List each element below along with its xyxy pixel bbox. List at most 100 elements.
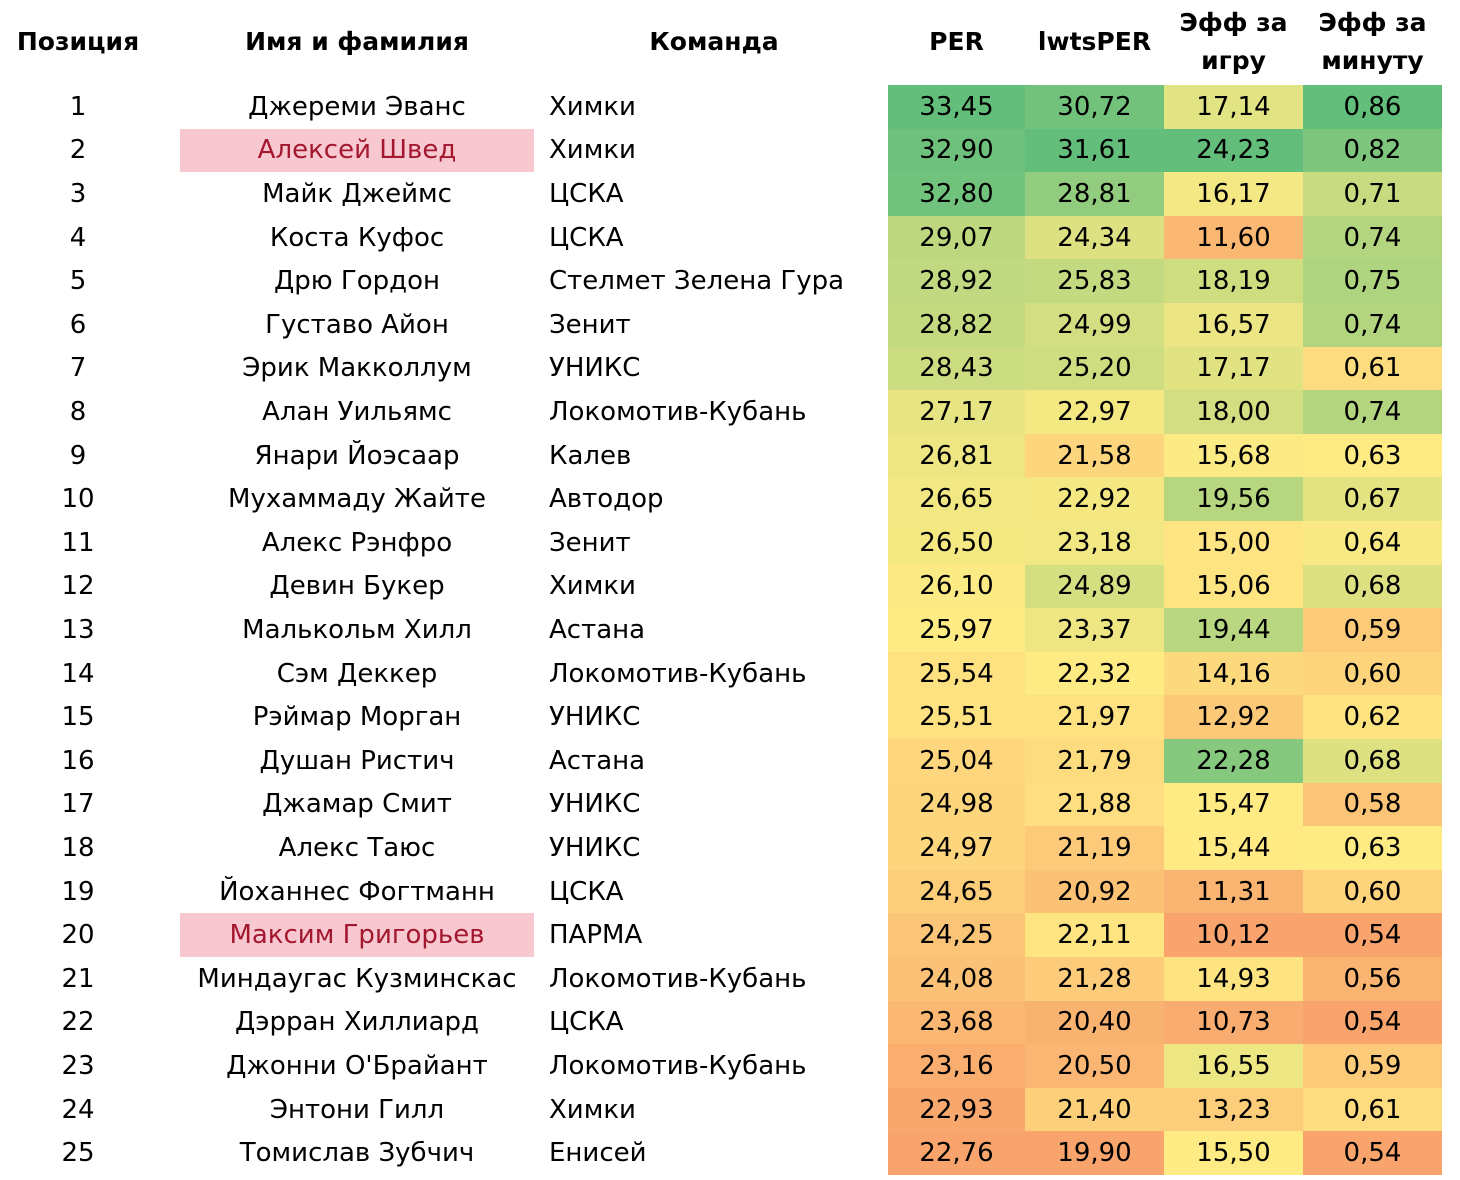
table-row: 1 Джереми Эванс Химки 33,45 30,72 17,14 0,86 — [0, 85, 1460, 129]
table-row: 12 Девин Букер Химки 26,10 24,89 15,06 0,68 — [0, 564, 1460, 609]
table-row: 6 Густаво Айон Зенит 28,82 24,99 16,57 0,74 — [0, 303, 1460, 347]
position-cell: 4 — [69, 222, 87, 253]
player-name: Энтони Гилл — [269, 1094, 445, 1125]
lwtsper-value: 23,18 — [1025, 521, 1164, 565]
position-cell: 15 — [61, 702, 95, 733]
player-name: Дэрран Хиллиард — [234, 1007, 480, 1038]
eff-per-minute-value: 0,54 — [1303, 1000, 1442, 1045]
eff-per-minute-value: 0,68 — [1303, 739, 1442, 783]
per-value: 27,17 — [888, 390, 1025, 434]
eff-per-game-value: 10,73 — [1164, 1000, 1303, 1045]
per-value: 28,82 — [888, 303, 1025, 347]
table-row: 16 Душан Ристич Астана 25,04 21,79 22,28 0,68 — [0, 739, 1460, 783]
per-value: 26,81 — [888, 433, 1025, 478]
table-row: 24 Энтони Гилл Химки 22,93 21,40 13,23 0,61 — [0, 1087, 1460, 1132]
player-name: Душан Ристич — [259, 745, 455, 776]
table-row: 2 Алексей Швед Химки 32,90 31,61 24,23 0,82 — [0, 128, 1460, 173]
per-value: 25,51 — [888, 695, 1025, 739]
lwtsper-value: 21,28 — [1025, 957, 1164, 1001]
team-name: Химки — [549, 571, 636, 602]
team-name: ЦСКА — [549, 178, 624, 209]
eff-per-minute-value: 0,56 — [1303, 957, 1442, 1001]
team-name: Зенит — [549, 309, 631, 340]
header-per: PER — [929, 27, 984, 56]
eff-per-game-value: 17,17 — [1164, 346, 1303, 391]
team-name: ЦСКА — [549, 1007, 624, 1038]
eff-per-minute-value: 0,82 — [1303, 128, 1442, 173]
position-cell: 7 — [69, 353, 87, 384]
position-cell: 5 — [69, 266, 87, 297]
eff-per-minute-value: 0,74 — [1303, 303, 1442, 347]
position-cell: 8 — [69, 396, 87, 427]
table-row: 5 Дрю Гордон Стелмет Зелена Гура 28,92 25,83… — [0, 259, 1460, 303]
per-value: 28,92 — [888, 259, 1025, 303]
per-value: 25,97 — [888, 608, 1025, 652]
position-cell: 22 — [61, 1007, 95, 1038]
lwtsper-value: 28,81 — [1025, 172, 1164, 216]
eff-per-minute-value: 0,68 — [1303, 564, 1442, 609]
lwtsper-value: 21,88 — [1025, 782, 1164, 827]
table-row: 23 Джонни О'Брайант Локомотив-Кубань 23,16 2… — [0, 1044, 1460, 1088]
header-position: Позиция — [16, 27, 140, 56]
position-cell: 6 — [69, 309, 87, 340]
position-cell: 24 — [61, 1094, 95, 1125]
player-name: Максим Григорьев — [180, 913, 534, 957]
player-name: Девин Букер — [269, 571, 445, 602]
eff-per-game-value: 15,47 — [1164, 782, 1303, 827]
per-value: 32,80 — [888, 172, 1025, 216]
player-name: Джонни О'Брайант — [226, 1050, 488, 1081]
player-name: Коста Куфос — [269, 222, 445, 253]
team-name: УНИКС — [549, 353, 641, 384]
player-name: Джереми Эванс — [248, 91, 466, 122]
eff-per-minute-value: 0,61 — [1303, 1087, 1442, 1132]
eff-per-game-value: 15,50 — [1164, 1131, 1303, 1175]
eff-per-minute-value: 0,59 — [1303, 608, 1442, 652]
player-name: Майк Джеймс — [262, 178, 452, 209]
eff-per-game-value: 19,44 — [1164, 608, 1303, 652]
header-lwtsper: lwtsPER — [1037, 27, 1152, 56]
position-cell: 23 — [61, 1050, 95, 1081]
table-row: 25 Томислав Зубчич Енисей 22,76 19,90 15,50 0,… — [0, 1131, 1460, 1175]
lwtsper-value: 22,32 — [1025, 651, 1164, 696]
table-row: 17 Джамар Смит УНИКС 24,98 21,88 15,47 0,58 — [0, 782, 1460, 827]
lwtsper-value: 20,92 — [1025, 869, 1164, 914]
per-value: 24,65 — [888, 869, 1025, 914]
eff-per-game-value: 18,00 — [1164, 390, 1303, 434]
table-row: 11 Алекс Рэнфро Зенит 26,50 23,18 15,00 0,64 — [0, 521, 1460, 565]
table-row: 10 Мухаммаду Жайте Автодор 26,65 22,92 19,56 0… — [0, 477, 1460, 521]
table-row: 21 Миндаугас Кузминскас Локомотив-Кубань 24… — [0, 957, 1460, 1001]
eff-per-minute-value: 0,86 — [1303, 85, 1442, 129]
eff-per-game-value: 17,14 — [1164, 85, 1303, 129]
table-row: 7 Эрик Макколлум УНИКС 28,43 25,20 17,17 0,61 — [0, 346, 1460, 391]
per-value: 33,45 — [888, 85, 1025, 129]
eff-per-minute-value: 0,58 — [1303, 782, 1442, 827]
player-name: Алан Уильямс — [262, 396, 452, 427]
eff-per-minute-value: 0,67 — [1303, 477, 1442, 521]
per-value: 28,43 — [888, 346, 1025, 391]
eff-per-game-value: 14,93 — [1164, 957, 1303, 1001]
player-name: Рэймар Морган — [252, 702, 462, 733]
eff-per-game-value: 15,68 — [1164, 433, 1303, 478]
lwtsper-value: 24,99 — [1025, 303, 1164, 347]
table-row: 3 Майк Джеймс ЦСКА 32,80 28,81 16,17 0,71 — [0, 172, 1460, 216]
player-name: Миндаугас Кузминскас — [197, 963, 517, 994]
eff-per-game-value: 15,06 — [1164, 564, 1303, 609]
lwtsper-value: 24,89 — [1025, 564, 1164, 609]
per-value: 24,08 — [888, 957, 1025, 1001]
player-name: Мухаммаду Жайте — [228, 484, 486, 515]
player-name: Алекс Рэнфро — [261, 527, 453, 558]
eff-per-game-value: 10,12 — [1164, 913, 1303, 957]
team-name: Автодор — [549, 484, 664, 515]
eff-per-game-value: 16,55 — [1164, 1044, 1303, 1088]
per-value: 22,93 — [888, 1087, 1025, 1132]
eff-per-game-value: 22,28 — [1164, 739, 1303, 783]
eff-per-game-value: 16,17 — [1164, 172, 1303, 216]
table-row: 18 Алекс Таюс УНИКС 24,97 21,19 15,44 0,63 — [0, 826, 1460, 870]
eff-per-game-value: 15,44 — [1164, 826, 1303, 870]
lwtsper-value: 21,19 — [1025, 826, 1164, 870]
player-name: Эрик Макколлум — [242, 353, 472, 384]
player-name: Джамар Смит — [262, 789, 452, 820]
team-name: Локомотив-Кубань — [549, 658, 807, 689]
eff-per-minute-value: 0,74 — [1303, 390, 1442, 434]
team-name: Локомотив-Кубань — [549, 396, 807, 427]
